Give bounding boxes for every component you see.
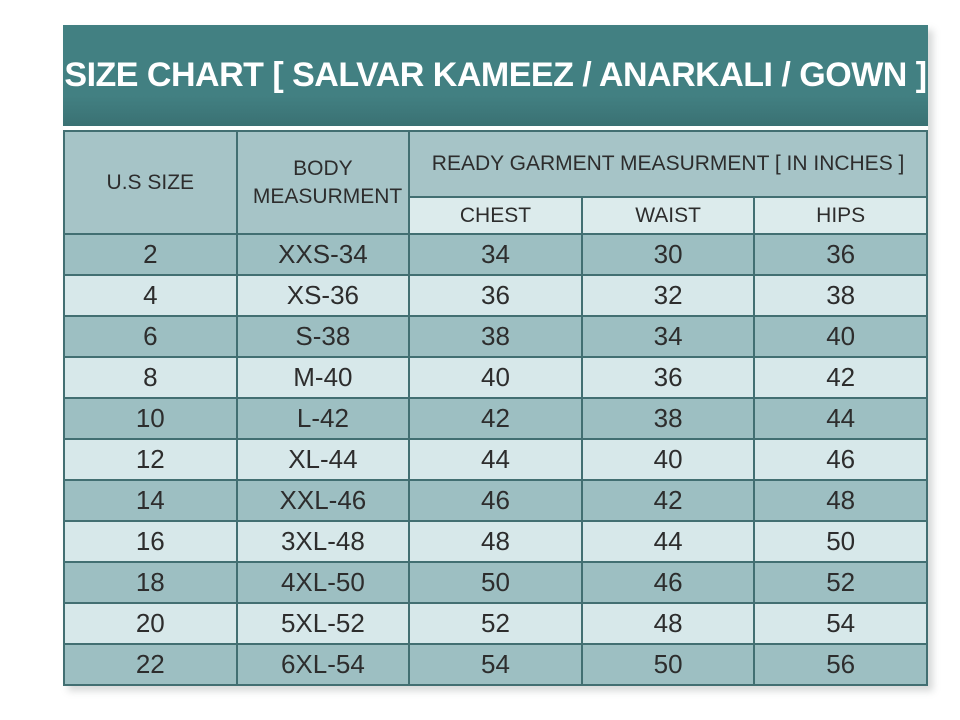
- hips-cell: 36: [753, 233, 928, 276]
- hips-cell: 46: [753, 438, 928, 481]
- title-bar: SIZE CHART [ SALVAR KAMEEZ / ANARKALI / …: [63, 25, 928, 126]
- table-row: 20 5XL-52 52 48 54: [63, 602, 928, 645]
- size-chart-table: U.S SIZE BODY MEASURMENT READY GARMENT M…: [63, 130, 928, 686]
- header-us-size: U.S SIZE: [63, 130, 238, 235]
- us-size-cell: 12: [63, 438, 238, 481]
- hips-cell: 44: [753, 397, 928, 440]
- header-chest: CHEST: [408, 196, 583, 235]
- us-size-cell: 18: [63, 561, 238, 604]
- waist-cell: 46: [580, 561, 756, 604]
- chest-cell: 54: [408, 643, 583, 686]
- body-measurement-cell: XXS-34: [235, 233, 411, 276]
- table-row: 16 3XL-48 48 44 50: [63, 520, 928, 563]
- body-measurement-cell: 4XL-50: [235, 561, 411, 604]
- body-measurement-cell: XXL-46: [235, 479, 411, 522]
- header-body-measurement: BODY MEASURMENT: [235, 130, 411, 235]
- chest-cell: 50: [408, 561, 583, 604]
- header-body-measurement-label: BODY MEASURMENT: [252, 157, 403, 208]
- table-row: 14 XXL-46 46 42 48: [63, 479, 928, 522]
- waist-cell: 50: [580, 643, 756, 686]
- table-row: 12 XL-44 44 40 46: [63, 438, 928, 481]
- hips-cell: 50: [753, 520, 928, 563]
- body-measurement-cell: 3XL-48: [235, 520, 411, 563]
- header-sub-row: CHEST WAIST HIPS: [64, 196, 928, 235]
- waist-cell: 36: [580, 356, 756, 399]
- us-size-cell: 4: [63, 274, 238, 317]
- table-body: 2 XXS-34 34 30 36 4 XS-36 36 32 38 6 S-3…: [63, 233, 928, 686]
- header-hips: HIPS: [753, 196, 928, 235]
- hips-cell: 54: [753, 602, 928, 645]
- us-size-cell: 22: [63, 643, 238, 686]
- table-row: 18 4XL-50 50 46 52: [63, 561, 928, 604]
- hips-cell: 40: [753, 315, 928, 358]
- body-measurement-cell: M-40: [235, 356, 411, 399]
- us-size-cell: 8: [63, 356, 238, 399]
- body-measurement-cell: XS-36: [235, 274, 411, 317]
- header-ready-garment: READY GARMENT MEASURMENT [ IN INCHES ]: [408, 130, 928, 198]
- chest-cell: 52: [408, 602, 583, 645]
- page-title: SIZE CHART [ SALVAR KAMEEZ / ANARKALI / …: [64, 56, 927, 94]
- body-measurement-cell: XL-44: [235, 438, 411, 481]
- waist-cell: 42: [580, 479, 756, 522]
- hips-cell: 38: [753, 274, 928, 317]
- table-row: 22 6XL-54 54 50 56: [63, 643, 928, 686]
- size-chart-panel: SIZE CHART [ SALVAR KAMEEZ / ANARKALI / …: [63, 25, 928, 686]
- us-size-cell: 10: [63, 397, 238, 440]
- chest-cell: 44: [408, 438, 583, 481]
- chest-cell: 42: [408, 397, 583, 440]
- table-row: 2 XXS-34 34 30 36: [63, 233, 928, 276]
- body-measurement-cell: 5XL-52: [235, 602, 411, 645]
- header-waist: WAIST: [580, 196, 756, 235]
- waist-cell: 48: [580, 602, 756, 645]
- chest-cell: 36: [408, 274, 583, 317]
- table-row: 8 M-40 40 36 42: [63, 356, 928, 399]
- body-measurement-cell: S-38: [235, 315, 411, 358]
- hips-cell: 42: [753, 356, 928, 399]
- title-table-divider: [63, 126, 928, 130]
- waist-cell: 30: [580, 233, 756, 276]
- chest-cell: 48: [408, 520, 583, 563]
- hips-cell: 52: [753, 561, 928, 604]
- waist-cell: 40: [580, 438, 756, 481]
- chest-cell: 46: [408, 479, 583, 522]
- hips-cell: 48: [753, 479, 928, 522]
- us-size-cell: 20: [63, 602, 238, 645]
- us-size-cell: 2: [63, 233, 238, 276]
- body-measurement-cell: L-42: [235, 397, 411, 440]
- body-measurement-cell: 6XL-54: [235, 643, 411, 686]
- chest-cell: 38: [408, 315, 583, 358]
- hips-cell: 56: [753, 643, 928, 686]
- us-size-cell: 6: [63, 315, 238, 358]
- table-row: 6 S-38 38 34 40: [63, 315, 928, 358]
- table-row: 10 L-42 42 38 44: [63, 397, 928, 440]
- waist-cell: 38: [580, 397, 756, 440]
- waist-cell: 34: [580, 315, 756, 358]
- us-size-cell: 16: [63, 520, 238, 563]
- chest-cell: 34: [408, 233, 583, 276]
- table-row: 4 XS-36 36 32 38: [63, 274, 928, 317]
- table-header: U.S SIZE BODY MEASURMENT READY GARMENT M…: [63, 130, 928, 235]
- header-group-row: U.S SIZE BODY MEASURMENT READY GARMENT M…: [63, 130, 928, 235]
- waist-cell: 44: [580, 520, 756, 563]
- chest-cell: 40: [408, 356, 583, 399]
- waist-cell: 32: [580, 274, 756, 317]
- us-size-cell: 14: [63, 479, 238, 522]
